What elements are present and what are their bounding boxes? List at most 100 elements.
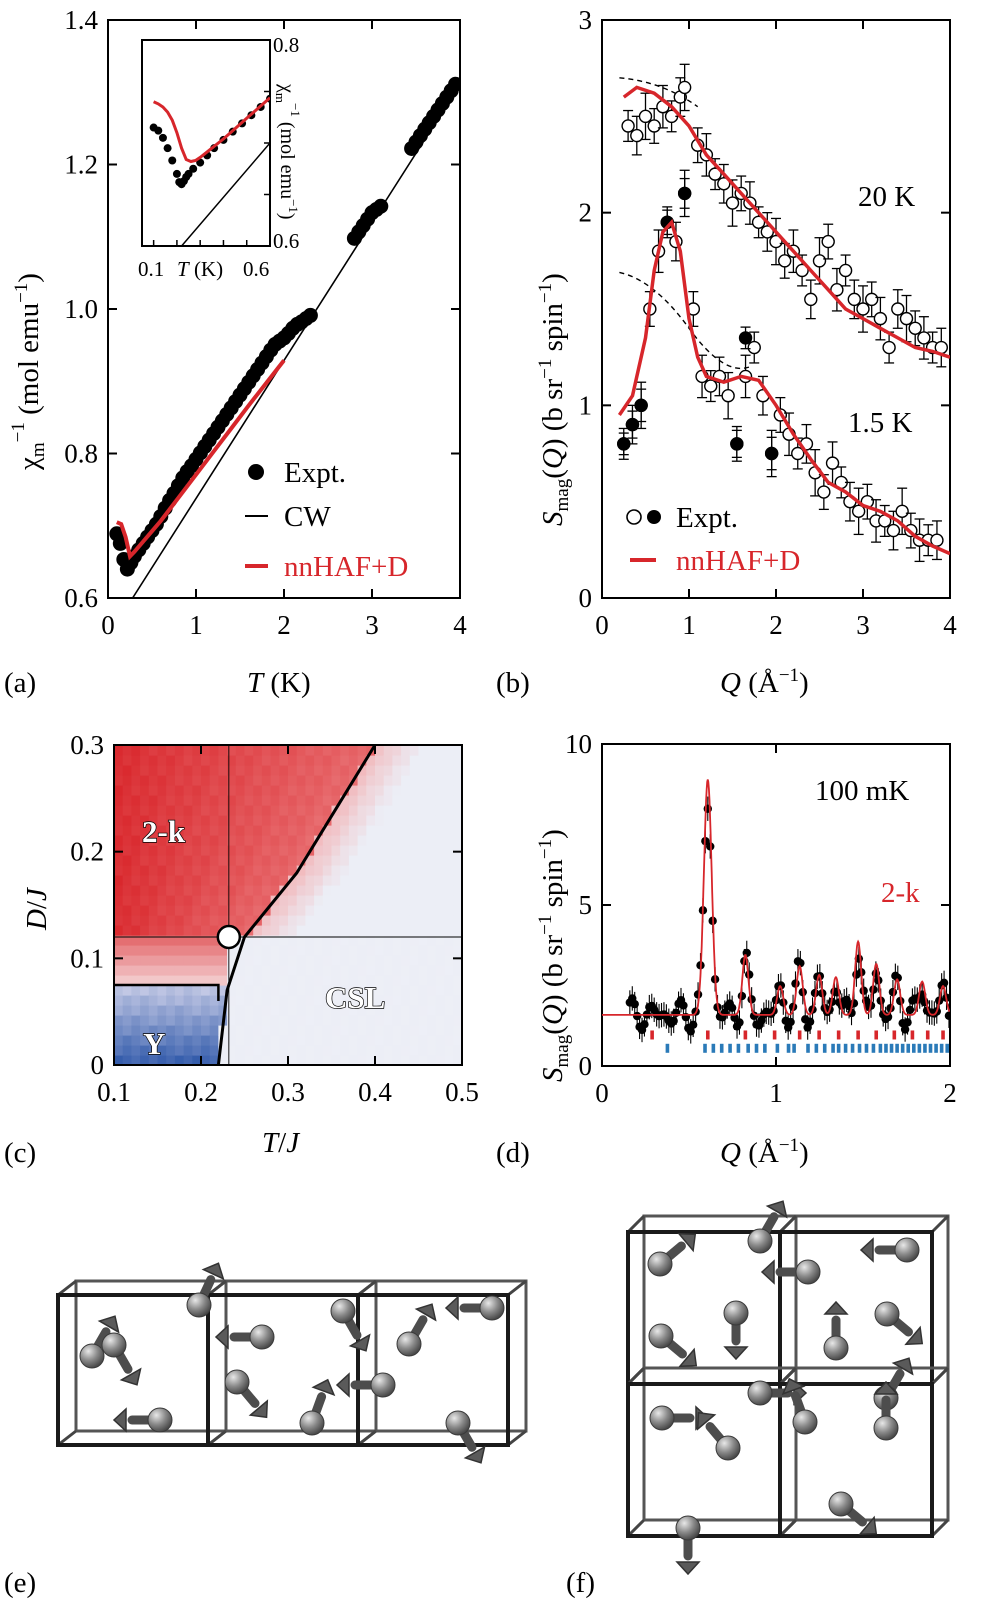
heatmap-cell (209, 875, 219, 886)
heatmap-cell (375, 955, 385, 966)
heatmap-cell (270, 745, 280, 756)
heatmap-cell (261, 885, 272, 896)
expt-1-5k-filled-point (764, 446, 779, 461)
heatmap-cell (218, 865, 228, 876)
heatmap-cell (244, 1025, 254, 1036)
heatmap-cell (322, 935, 333, 946)
heatmap-cell (192, 955, 202, 966)
heatmap-cell (192, 995, 202, 1006)
heatmap-cell (444, 875, 454, 886)
heatmap-cell (140, 995, 150, 1006)
heatmap-cell (409, 985, 420, 996)
heatmap-cell (235, 1035, 246, 1046)
heatmap-cell (453, 895, 463, 906)
heatmap-cell (392, 825, 402, 836)
heatmap-cell (340, 895, 350, 906)
heatmap-cell (227, 965, 237, 976)
heatmap-cell (392, 1055, 402, 1066)
heatmap-cell (122, 915, 132, 926)
heatmap-cell (183, 745, 193, 756)
heatmap-cell (383, 1045, 393, 1056)
heatmap-cell (348, 915, 359, 926)
heatmap-cell (357, 1025, 367, 1036)
heatmap-cell (340, 745, 350, 756)
heatmap-cell (427, 915, 437, 926)
heatmap-cell (375, 915, 385, 926)
heatmap-cell (157, 975, 167, 986)
heatmap-cell (314, 995, 324, 1006)
heatmap-cell (340, 845, 350, 856)
heatmap-cell (174, 1035, 185, 1046)
panel-a-ylabel: χm−1 (mol emu−1) (8, 273, 49, 471)
heatmap-cell (148, 915, 159, 926)
expt-20k-point (760, 225, 774, 239)
panel-c-xtick-label: 0.4 (358, 1077, 392, 1107)
heatmap-cell (140, 1045, 150, 1056)
heatmap-cell (201, 895, 211, 906)
heatmap-cell (331, 955, 341, 966)
expt-1-5k-point (886, 523, 901, 538)
heatmap-cell (131, 895, 141, 906)
heatmap-cell (218, 995, 228, 1006)
heatmap-cell (314, 865, 324, 876)
heatmap-cell (427, 895, 437, 906)
heatmap-cell (183, 825, 193, 836)
heatmap-cell (227, 905, 237, 916)
heatmap-cell (244, 915, 254, 926)
heatmap-cell (296, 895, 306, 906)
heatmap-cell (296, 1045, 306, 1056)
heatmap-cell (427, 755, 437, 766)
heatmap-cell (375, 935, 385, 946)
heatmap-cell (375, 1035, 385, 1046)
heatmap-cell (227, 1005, 237, 1016)
heatmap-cell (235, 845, 246, 856)
heatmap-cell (357, 755, 367, 766)
heatmap-cell (435, 825, 446, 836)
heatmap-cell (392, 925, 402, 936)
heatmap-cell (409, 1005, 420, 1016)
heatmap-cell (288, 1035, 298, 1046)
heatmap-cell (192, 935, 202, 946)
panel-c-ytick-label: 0.1 (70, 943, 104, 973)
heatmap-cell (261, 775, 272, 786)
heatmap-cell (244, 815, 254, 826)
heatmap-cell (253, 775, 263, 786)
heatmap-cell (122, 995, 132, 1006)
fit-1-5k-line (617, 218, 950, 556)
heatmap-cell (322, 905, 333, 916)
heatmap-cell (418, 915, 428, 926)
heatmap-cell (348, 885, 359, 896)
heatmap-cell (148, 965, 159, 976)
heatmap-cell (366, 815, 376, 826)
heatmap-cell (383, 875, 393, 886)
heatmap-cell (235, 855, 246, 866)
heatmap-cell (235, 975, 246, 986)
heatmap-cell (218, 825, 228, 836)
panel-a-ytick-label: 1.0 (64, 294, 98, 324)
heatmap-cell (409, 975, 420, 986)
heatmap-cell (444, 795, 454, 806)
heatmap-cell (270, 1015, 280, 1026)
expt-1-5k-filled-point (677, 186, 692, 201)
heatmap-cell (453, 1055, 463, 1066)
heatmap-cell (218, 895, 228, 906)
heatmap-cell (331, 755, 341, 766)
heatmap-cell (131, 875, 141, 886)
heatmap-cell (227, 955, 237, 966)
heatmap-cell (331, 815, 341, 826)
legend-marker-filled (647, 510, 661, 524)
heatmap-cell (401, 755, 411, 766)
heatmap-cell (235, 915, 246, 926)
annotation-1-5k: 1.5 K (848, 407, 913, 439)
heatmap-cell (174, 995, 185, 1006)
heatmap-cell (261, 845, 272, 856)
heatmap-cell (131, 945, 141, 956)
expt-20k-point (751, 215, 766, 230)
panel-a-ytick-label: 0.8 (64, 439, 98, 469)
heatmap-cell (253, 1045, 263, 1056)
heatmap-cell (192, 755, 202, 766)
expt-20k-point (856, 302, 870, 316)
heatmap-cell (183, 775, 193, 786)
panel-c-xtick-label: 0.3 (271, 1077, 305, 1107)
bragg-tick-y (754, 1043, 759, 1053)
